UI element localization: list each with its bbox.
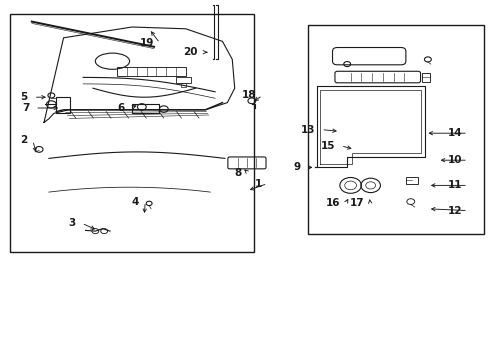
Text: 13: 13 <box>300 125 315 135</box>
Bar <box>181 83 185 87</box>
Text: 6: 6 <box>117 103 124 113</box>
Text: 20: 20 <box>183 47 198 57</box>
Text: 15: 15 <box>320 141 334 151</box>
Text: 12: 12 <box>447 206 461 216</box>
Bar <box>421 73 429 82</box>
Text: 4: 4 <box>132 197 139 207</box>
Text: 3: 3 <box>68 218 76 228</box>
Text: 8: 8 <box>234 168 242 178</box>
Text: 7: 7 <box>22 103 29 113</box>
Text: 9: 9 <box>293 162 300 172</box>
Bar <box>405 177 417 184</box>
Text: 5: 5 <box>20 92 28 102</box>
Text: 18: 18 <box>242 90 256 100</box>
Text: 14: 14 <box>447 128 461 138</box>
Bar <box>10 14 254 252</box>
Text: 19: 19 <box>140 38 154 48</box>
Bar <box>307 25 483 234</box>
Text: 17: 17 <box>349 198 364 208</box>
Text: 2: 2 <box>20 135 27 145</box>
Bar <box>117 67 185 76</box>
Bar <box>176 77 190 83</box>
Text: 1: 1 <box>254 179 261 189</box>
Text: 10: 10 <box>447 155 461 165</box>
Text: 11: 11 <box>447 180 461 190</box>
Bar <box>56 97 70 113</box>
Text: 16: 16 <box>325 198 339 208</box>
Bar <box>132 104 159 113</box>
